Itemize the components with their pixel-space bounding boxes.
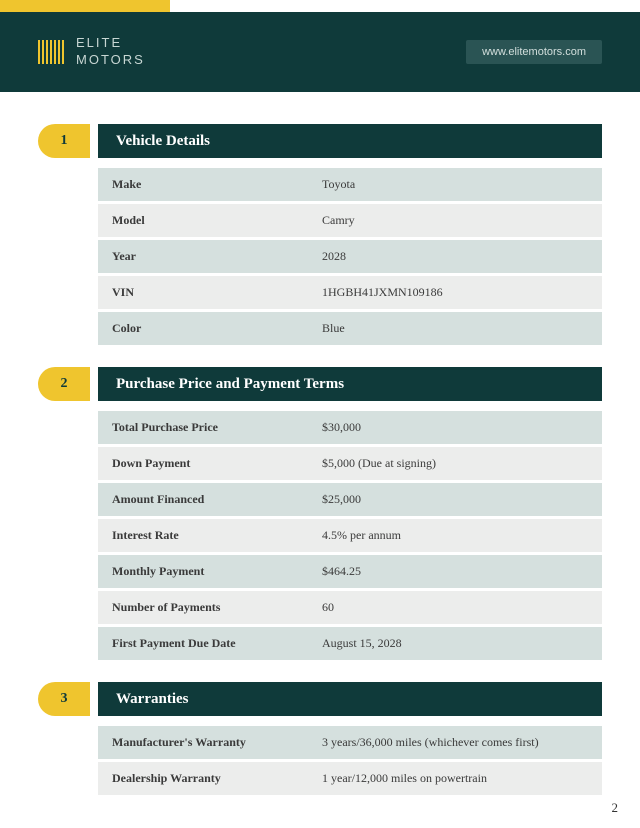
table-row: Year2028 [98,240,602,273]
table-row: Total Purchase Price$30,000 [98,411,602,444]
section-header: 3Warranties [38,682,602,716]
table-row: Amount Financed$25,000 [98,483,602,516]
row-value: Camry [308,204,602,237]
row-value: Blue [308,312,602,345]
row-label: VIN [98,276,308,309]
table-row: VIN1HGBH41JXMN109186 [98,276,602,309]
table-row: MakeToyota [98,168,602,201]
section-title: Vehicle Details [98,124,602,158]
row-label: Model [98,204,308,237]
section-gap [90,367,98,401]
section: 1Vehicle Details MakeToyotaModelCamryYear… [38,124,602,345]
table-row: Dealership Warranty1 year/12,000 miles o… [98,762,602,795]
row-label: Amount Financed [98,483,308,516]
row-label: Total Purchase Price [98,411,308,444]
brand-line2: MOTORS [76,52,145,69]
row-value: Toyota [308,168,602,201]
brand-line1: ELITE [76,35,145,52]
section-number: 1 [38,124,90,158]
row-value: 1 year/12,000 miles on powertrain [308,762,602,795]
row-value: August 15, 2028 [308,627,602,660]
section: 3Warranties Manufacturer's Warranty3 year… [38,682,602,795]
section-title: Purchase Price and Payment Terms [98,367,602,401]
row-value: $25,000 [308,483,602,516]
data-table: Manufacturer's Warranty3 years/36,000 mi… [98,726,602,795]
logo-text: ELITE MOTORS [76,35,145,69]
row-value: $30,000 [308,411,602,444]
row-label: First Payment Due Date [98,627,308,660]
header-accent-bar [0,0,170,12]
logo: ELITE MOTORS [38,35,145,69]
content: 1Vehicle Details MakeToyotaModelCamryYear… [0,92,640,795]
table-row: Down Payment$5,000 (Due at signing) [98,447,602,480]
website-url[interactable]: www.elitemotors.com [466,40,602,64]
row-value: $5,000 (Due at signing) [308,447,602,480]
row-value: 3 years/36,000 miles (whichever comes fi… [308,726,602,759]
row-label: Number of Payments [98,591,308,624]
table-row: ColorBlue [98,312,602,345]
row-label: Down Payment [98,447,308,480]
page-number: 2 [612,800,619,816]
table-row: Number of Payments60 [98,591,602,624]
table-row: ModelCamry [98,204,602,237]
row-label: Dealership Warranty [98,762,308,795]
row-value: $464.25 [308,555,602,588]
row-value: 2028 [308,240,602,273]
table-row: Interest Rate4.5% per annum [98,519,602,552]
section-header: 1Vehicle Details [38,124,602,158]
section-number: 2 [38,367,90,401]
section-gap [90,124,98,158]
table-row: First Payment Due DateAugust 15, 2028 [98,627,602,660]
logo-bars-icon [38,40,64,64]
row-label: Make [98,168,308,201]
section: 2Purchase Price and Payment Terms Total P… [38,367,602,660]
row-label: Color [98,312,308,345]
section-title: Warranties [98,682,602,716]
data-table: MakeToyotaModelCamryYear2028VIN1HGBH41JX… [98,168,602,345]
row-value: 1HGBH41JXMN109186 [308,276,602,309]
row-label: Monthly Payment [98,555,308,588]
table-row: Manufacturer's Warranty3 years/36,000 mi… [98,726,602,759]
row-label: Manufacturer's Warranty [98,726,308,759]
data-table: Total Purchase Price$30,000Down Payment$… [98,411,602,660]
table-row: Monthly Payment$464.25 [98,555,602,588]
section-gap [90,682,98,716]
row-value: 60 [308,591,602,624]
section-header: 2Purchase Price and Payment Terms [38,367,602,401]
row-value: 4.5% per annum [308,519,602,552]
section-number: 3 [38,682,90,716]
row-label: Interest Rate [98,519,308,552]
header: ELITE MOTORS www.elitemotors.com [0,12,640,92]
row-label: Year [98,240,308,273]
